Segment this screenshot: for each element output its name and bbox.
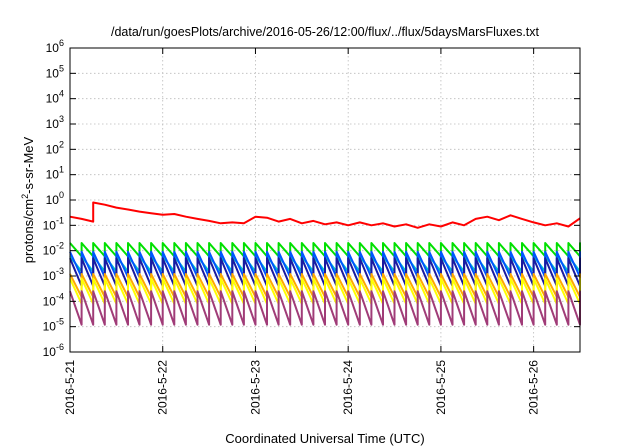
y-tick-label: 10-5 (43, 317, 64, 334)
x-tick-label: 2016-5-22 (156, 360, 170, 415)
series-line-3 (69, 250, 581, 279)
y-tick-label: 101 (46, 165, 64, 182)
series-layer (69, 201, 581, 326)
series-line-0 (69, 201, 581, 229)
x-tick-label: 2016-5-23 (248, 360, 262, 415)
series-line-5 (69, 273, 581, 298)
y-axis-label: protons/cm2-s-sr-MeV (20, 136, 36, 263)
x-axis: 2016-5-21 2016-5-22 2016-5-23 2016-5-24 2016… (63, 48, 541, 415)
x-axis-label: Coordinated Universal Time (UTC) (225, 431, 424, 446)
y-tick-label: 10-3 (43, 266, 64, 283)
series-line-6 (69, 277, 581, 305)
y-tick-label: 10-6 (43, 342, 64, 359)
series-line-7 (69, 290, 581, 326)
x-tick-label: 2016-5-24 (341, 360, 355, 415)
y-axis: 10-6 10-5 10-4 10-3 10-2 10-1 100 101 102 103 104 1… (43, 38, 580, 359)
y-tick-label: 100 (46, 190, 64, 207)
y-tick-label: 103 (46, 114, 64, 131)
y-tick-label: 104 (46, 89, 64, 106)
y-tick-label: 10-4 (43, 291, 64, 308)
series-line-4 (69, 257, 581, 288)
y-tick-label: 106 (46, 38, 64, 55)
series-line-1 (69, 242, 581, 258)
x-tick-label: 2016-5-21 (63, 360, 77, 415)
y-tick-label: 10-1 (43, 215, 64, 232)
chart-title: /data/run/goesPlots/archive/2016-05-26/1… (111, 25, 540, 39)
x-tick-label: 2016-5-25 (434, 360, 448, 415)
y-tick-label: 102 (46, 139, 64, 156)
x-tick-label: 2016-5-26 (527, 360, 541, 415)
y-tick-label: 105 (46, 63, 64, 80)
y-tick-label: 10-2 (43, 241, 64, 258)
